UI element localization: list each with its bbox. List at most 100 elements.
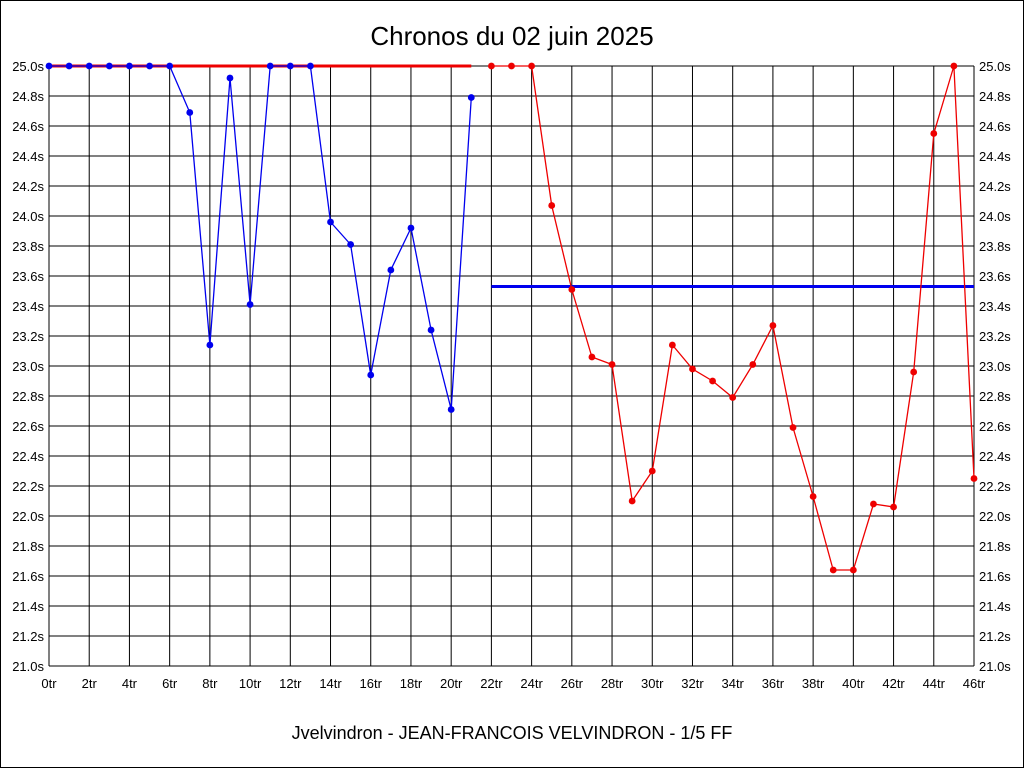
x-tick-label: 22tr [480, 676, 503, 691]
data-point [890, 503, 897, 511]
data-point [45, 62, 53, 70]
data-point [407, 224, 415, 232]
chart-footer: Jvelvindron - JEAN-FRANCOIS VELVINDRON -… [292, 723, 733, 743]
y-tick-label: 25.0s [12, 59, 44, 74]
y-tick-label: 21.0s [12, 659, 44, 674]
y-tick-label-right: 22.4s [979, 449, 1011, 464]
y-tick-label-right: 24.8s [979, 89, 1011, 104]
series-1 [487, 62, 978, 574]
x-tick-label: 24tr [520, 676, 543, 691]
x-tick-label: 32tr [681, 676, 704, 691]
data-point [387, 266, 395, 274]
data-point [930, 130, 938, 137]
data-point [870, 500, 877, 508]
x-tick-label: 8tr [202, 676, 218, 691]
x-tick-label: 28tr [601, 676, 624, 691]
x-tick-label: 44tr [923, 676, 946, 691]
y-tick-label: 22.8s [12, 389, 44, 404]
y-tick-label-right: 23.4s [979, 299, 1011, 314]
data-point [548, 202, 556, 209]
series-line [49, 65, 472, 410]
y-tick-label-right: 21.4s [979, 599, 1011, 614]
data-point [769, 322, 777, 329]
data-point [950, 62, 958, 70]
chart-title: Chronos du 02 juin 2025 [370, 21, 653, 51]
y-tick-label-right: 23.6s [979, 269, 1011, 284]
y-tick-label: 21.2s [12, 629, 44, 644]
y-tick-label-right: 22.8s [979, 389, 1011, 404]
data-point [628, 497, 636, 505]
data-point [508, 62, 515, 70]
y-tick-label-right: 22.2s [979, 479, 1011, 494]
data-point [427, 326, 435, 334]
series-group [45, 62, 978, 574]
x-tick-label: 20tr [440, 676, 463, 691]
y-tick-label-right: 24.0s [979, 209, 1011, 224]
data-point [689, 365, 696, 373]
y-tick-label-right: 25.0s [979, 59, 1011, 74]
data-point [709, 377, 716, 385]
data-point [327, 218, 334, 226]
data-point [266, 62, 274, 70]
y-tick-label-right: 21.8s [979, 539, 1011, 554]
y-tick-label: 23.2s [12, 329, 44, 344]
y-tick-label: 23.0s [12, 359, 44, 374]
y-tick-label: 23.8s [12, 239, 44, 254]
x-tick-label: 36tr [762, 676, 785, 691]
data-point [528, 62, 536, 70]
data-point [668, 341, 676, 349]
x-tick-label: 14tr [319, 676, 342, 691]
y-tick-label: 24.6s [12, 119, 44, 134]
data-point [789, 424, 797, 431]
y-tick-label-right: 24.4s [979, 149, 1011, 164]
data-point [608, 361, 616, 368]
x-tick-label: 30tr [641, 676, 664, 691]
y-tick-label: 24.0s [12, 209, 44, 224]
reference-lines [49, 64, 974, 288]
y-tick-label-right: 23.2s [979, 329, 1011, 344]
y-tick-label: 24.2s [12, 179, 44, 194]
data-point [970, 475, 978, 482]
grid [48, 65, 975, 667]
data-point [65, 62, 73, 70]
y-tick-label: 22.4s [12, 449, 44, 464]
y-tick-label: 22.6s [12, 419, 44, 434]
data-point [307, 62, 314, 70]
x-tick-label: 40tr [842, 676, 865, 691]
x-tick-label: 16tr [360, 676, 383, 691]
y-tick-label-right: 23.0s [979, 359, 1011, 374]
y-tick-label: 21.6s [12, 569, 44, 584]
data-point [568, 286, 576, 293]
x-tick-label: 12tr [279, 676, 302, 691]
data-point [910, 368, 918, 376]
y-tick-label-right: 21.2s [979, 629, 1011, 644]
y-tick-label-right: 22.0s [979, 509, 1011, 524]
x-tick-label: 4tr [122, 676, 138, 691]
x-tick-label: 10tr [239, 676, 262, 691]
y-tick-labels-left: 21.0s 21.2s 21.4s 21.6s 21.8s 22.0s 22.2s 22.4s… [12, 59, 44, 674]
x-tick-label: 46tr [963, 676, 986, 691]
y-tick-label: 23.4s [12, 299, 44, 314]
y-tick-label-right: 22.6s [979, 419, 1011, 434]
y-tick-label: 22.0s [12, 509, 44, 524]
data-point [146, 62, 153, 70]
data-point [467, 94, 475, 101]
data-point [588, 353, 596, 361]
x-tick-label: 0tr [41, 676, 57, 691]
x-tick-labels: 0tr 2tr 4tr 6tr 8tr 10tr 12tr 14tr 16tr 18tr 20tr 2… [41, 676, 985, 691]
y-tick-label: 24.8s [12, 89, 44, 104]
x-tick-label: 2tr [82, 676, 98, 691]
data-point [286, 62, 294, 70]
data-point [487, 62, 495, 70]
x-tick-label: 34tr [721, 676, 744, 691]
data-point [729, 394, 737, 401]
x-tick-label: 18tr [400, 676, 423, 691]
data-point [126, 62, 133, 70]
data-point [186, 109, 194, 116]
y-tick-label-right: 23.8s [979, 239, 1011, 254]
data-point [749, 361, 757, 368]
y-tick-label-right: 24.2s [979, 179, 1011, 194]
x-tick-label: 38tr [802, 676, 825, 691]
data-point [166, 62, 174, 70]
